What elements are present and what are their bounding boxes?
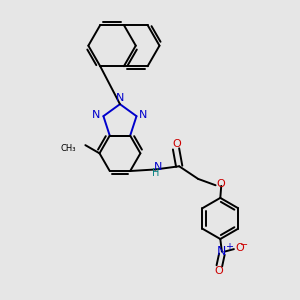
Text: N: N: [92, 110, 101, 120]
Text: N: N: [139, 110, 148, 120]
Text: N: N: [154, 162, 162, 172]
Text: O: O: [214, 266, 223, 276]
Text: O: O: [216, 179, 225, 189]
Text: CH₃: CH₃: [60, 144, 76, 153]
Text: N: N: [116, 94, 124, 103]
Text: O: O: [236, 244, 244, 254]
Text: +: +: [225, 242, 233, 252]
Text: O: O: [172, 139, 181, 149]
Text: H: H: [152, 168, 160, 178]
Text: −: −: [240, 240, 248, 250]
Text: N: N: [217, 245, 226, 258]
